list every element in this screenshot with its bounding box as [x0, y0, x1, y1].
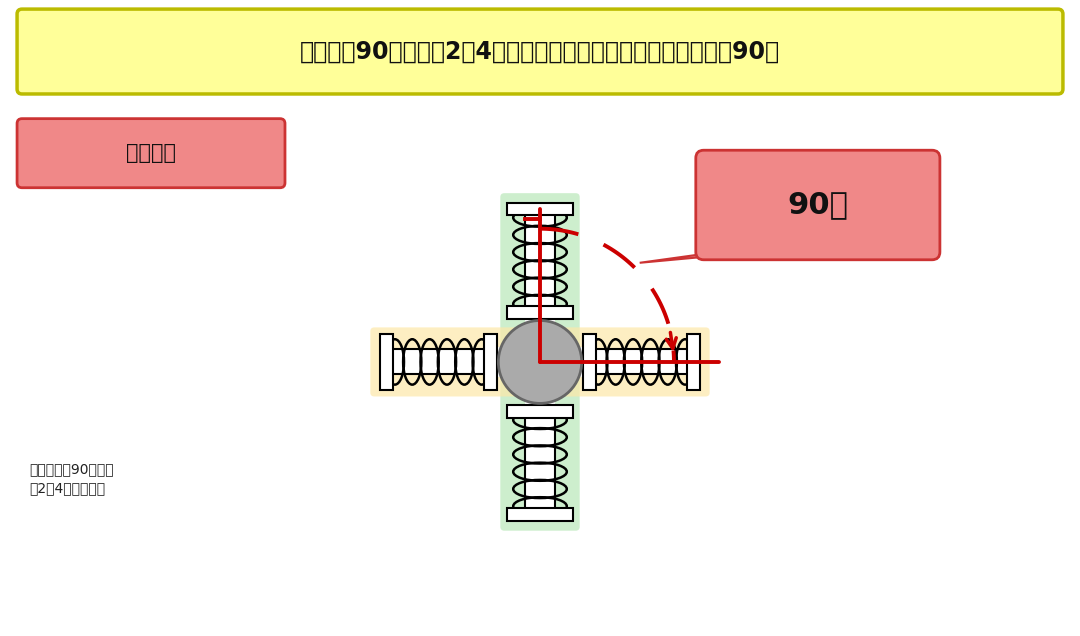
- FancyBboxPatch shape: [696, 150, 940, 259]
- Bar: [508, 405, 572, 418]
- Bar: [590, 349, 693, 375]
- Polygon shape: [639, 252, 758, 263]
- Bar: [508, 306, 572, 319]
- FancyBboxPatch shape: [17, 119, 285, 188]
- Bar: [508, 509, 572, 522]
- FancyBboxPatch shape: [500, 193, 580, 530]
- Bar: [490, 347, 590, 377]
- Bar: [525, 312, 555, 411]
- FancyBboxPatch shape: [370, 328, 710, 396]
- Bar: [508, 202, 572, 216]
- Text: 当步距角为90度和使
用2相4极电机时。: 当步距角为90度和使 用2相4极电机时。: [29, 462, 113, 495]
- Bar: [525, 411, 555, 515]
- Text: 90度: 90度: [787, 191, 848, 219]
- Bar: [380, 335, 393, 390]
- Text: 全步模式: 全步模式: [126, 142, 176, 163]
- Circle shape: [498, 321, 582, 403]
- Bar: [525, 209, 555, 312]
- Bar: [484, 335, 497, 390]
- Bar: [583, 335, 596, 390]
- Text: 当设置为90度步距角2相4极电机时，转子在全步模式下每步旋转90度: 当设置为90度步距角2相4极电机时，转子在全步模式下每步旋转90度: [300, 39, 780, 64]
- FancyBboxPatch shape: [17, 9, 1063, 94]
- Bar: [387, 349, 490, 375]
- Bar: [687, 335, 700, 390]
